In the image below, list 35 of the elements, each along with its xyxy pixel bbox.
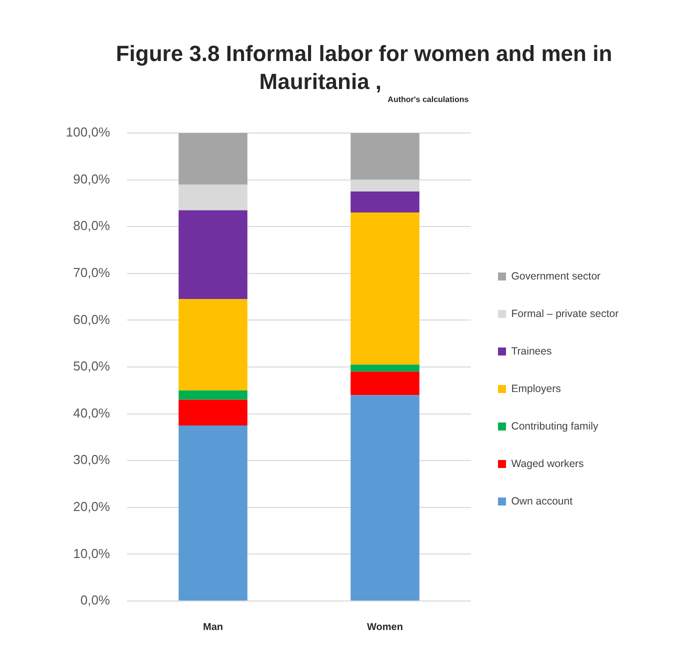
y-tick-label: 0,0% [80, 592, 110, 608]
y-tick-label: 30,0% [73, 452, 110, 468]
x-tick-label: Man [203, 622, 223, 633]
y-tick-label: 20,0% [73, 498, 110, 514]
legend-label: Formal – private sector [511, 308, 620, 320]
legend-label: Government sector [511, 270, 602, 282]
y-tick-label: 60,0% [73, 312, 110, 327]
y-tick-label: 100,0% [66, 124, 110, 140]
bar [178, 210, 248, 300]
bar [178, 390, 248, 400]
bar [178, 299, 248, 390]
bar [178, 184, 248, 210]
bar [350, 212, 420, 365]
bar [178, 400, 248, 426]
bar [350, 395, 420, 600]
bar [178, 133, 248, 184]
bar [350, 133, 420, 180]
y-tick-label: 50,0% [73, 358, 110, 374]
bar [350, 372, 420, 396]
y-tick-label: 40,0% [73, 405, 110, 420]
legend-label: Trainees [511, 345, 552, 358]
legend-label: Waged workers [511, 458, 584, 470]
bar [350, 364, 420, 372]
text: Author's calculations [388, 95, 469, 104]
y-tick-label: 70,0% [73, 264, 110, 280]
y-tick-label: 80,0% [73, 218, 110, 234]
legend-label: Employers [511, 382, 561, 395]
y-tick-label: 90,0% [73, 171, 110, 186]
y-tick-label: 10,0% [73, 546, 110, 561]
legend-label: Contributing family [511, 420, 599, 432]
bar [178, 426, 248, 600]
bar [350, 192, 420, 213]
chart-title: Figure 3.8 Informal labor for women and men in Mauritania , [116, 41, 612, 94]
x-tick-label: Women [367, 622, 403, 633]
legend-label: Own account [511, 495, 573, 508]
